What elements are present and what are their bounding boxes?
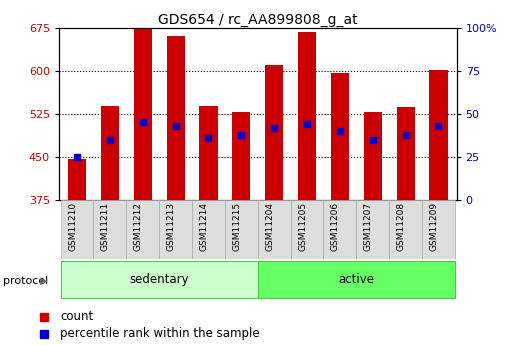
Bar [422,200,455,259]
Text: ▶: ▶ [40,276,47,286]
Bar [324,200,357,259]
Bar [291,200,324,259]
Bar [397,107,415,200]
Text: GSM11209: GSM11209 [429,202,439,251]
Bar [61,261,258,298]
Bar [331,73,349,200]
Text: protocol: protocol [3,276,48,286]
Bar [258,261,455,298]
Text: percentile rank within the sample: percentile rank within the sample [60,327,260,341]
Text: GSM11211: GSM11211 [101,202,110,251]
Text: GSM11214: GSM11214 [200,202,208,251]
Bar [61,200,93,259]
Bar [126,200,159,259]
Text: GSM11210: GSM11210 [68,202,77,251]
Bar [159,200,192,259]
Bar [200,106,218,200]
Text: GSM11206: GSM11206 [331,202,340,251]
Bar [364,112,382,200]
Bar [101,106,119,200]
Text: active: active [339,273,374,286]
Bar [389,200,422,259]
Bar [93,200,126,259]
Text: GSM11213: GSM11213 [167,202,175,251]
Bar [232,112,250,200]
Bar [357,200,389,259]
Text: GSM11212: GSM11212 [134,202,143,251]
Text: GSM11204: GSM11204 [265,202,274,251]
Text: GSM11208: GSM11208 [397,202,406,251]
Bar [192,200,225,259]
Bar [225,200,258,259]
Text: sedentary: sedentary [129,273,189,286]
Bar [258,200,291,259]
Bar [68,159,86,200]
Title: GDS654 / rc_AA899808_g_at: GDS654 / rc_AA899808_g_at [158,12,358,27]
Bar [167,36,185,200]
Bar [134,29,152,200]
Text: GSM11207: GSM11207 [364,202,373,251]
Text: GSM11205: GSM11205 [298,202,307,251]
Text: count: count [60,310,93,323]
Bar [265,65,283,200]
Text: GSM11215: GSM11215 [232,202,241,251]
Bar [429,70,447,200]
Bar [298,32,316,200]
